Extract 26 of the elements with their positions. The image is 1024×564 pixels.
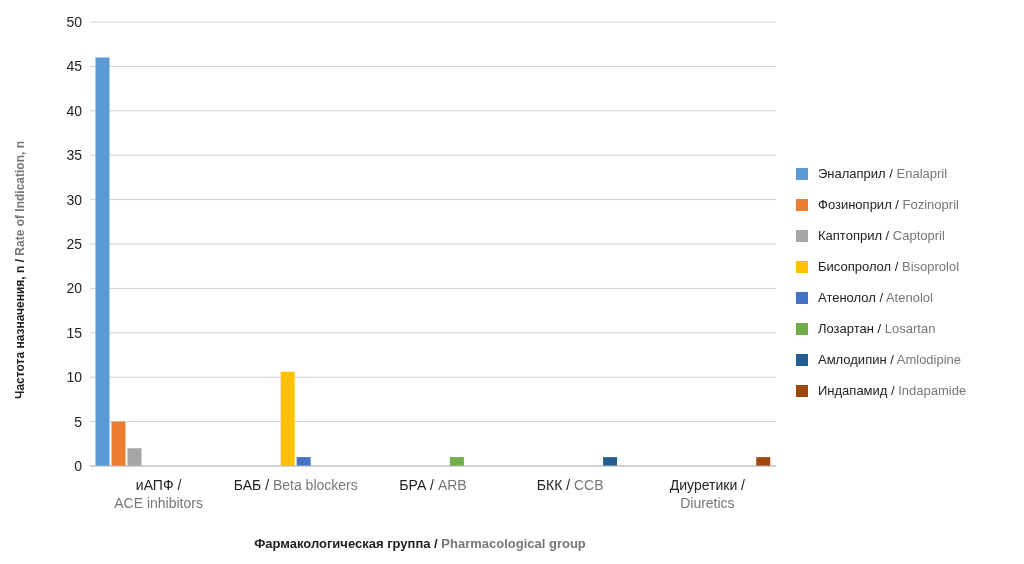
- legend-label: Атенолол / Atenolol: [818, 290, 933, 305]
- y-tick-label: 45: [66, 58, 83, 75]
- x-tick-label: иАПФ / ACE inhibitors: [114, 477, 203, 511]
- x-tick-label: Диуретики / Diuretics: [669, 477, 746, 511]
- legend-label: Лозартан / Losartan: [818, 321, 936, 336]
- y-tick-label: 35: [66, 147, 83, 164]
- y-tick-label: 20: [66, 280, 83, 297]
- legend-label: Бисопролол / Bisoprolol: [818, 259, 960, 274]
- x-tick-label: БКК / CCB: [536, 477, 604, 493]
- legend-label: Фозиноприл / Fozinopril: [818, 197, 959, 212]
- legend-label: Каптоприл / Captopril: [818, 228, 945, 243]
- legend-label: Амлодипин / Amlodipine: [818, 352, 962, 367]
- legend-label: Эналаприл / Enalapril: [818, 166, 948, 181]
- y-tick-label: 5: [74, 413, 83, 430]
- y-tick-label: 15: [66, 324, 83, 341]
- y-tick-label: 0: [74, 457, 83, 474]
- y-tick-label: 25: [66, 235, 83, 252]
- x-tick-label: БРА / ARB: [399, 477, 467, 493]
- x-axis-title: Фармакологическая группа / Pharmacological group: [254, 536, 586, 551]
- y-tick-label: 10: [66, 369, 83, 386]
- y-tick-label: 40: [66, 102, 83, 119]
- y-tick-label: 30: [66, 191, 83, 208]
- legend-label: Индапамид / Indapamide: [818, 383, 967, 398]
- y-tick-label: 50: [66, 13, 83, 30]
- y-axis-title: Частота назначения, n / Rate of Indication, n: [13, 140, 27, 400]
- x-tick-label: БАБ / Beta blockers: [233, 477, 358, 493]
